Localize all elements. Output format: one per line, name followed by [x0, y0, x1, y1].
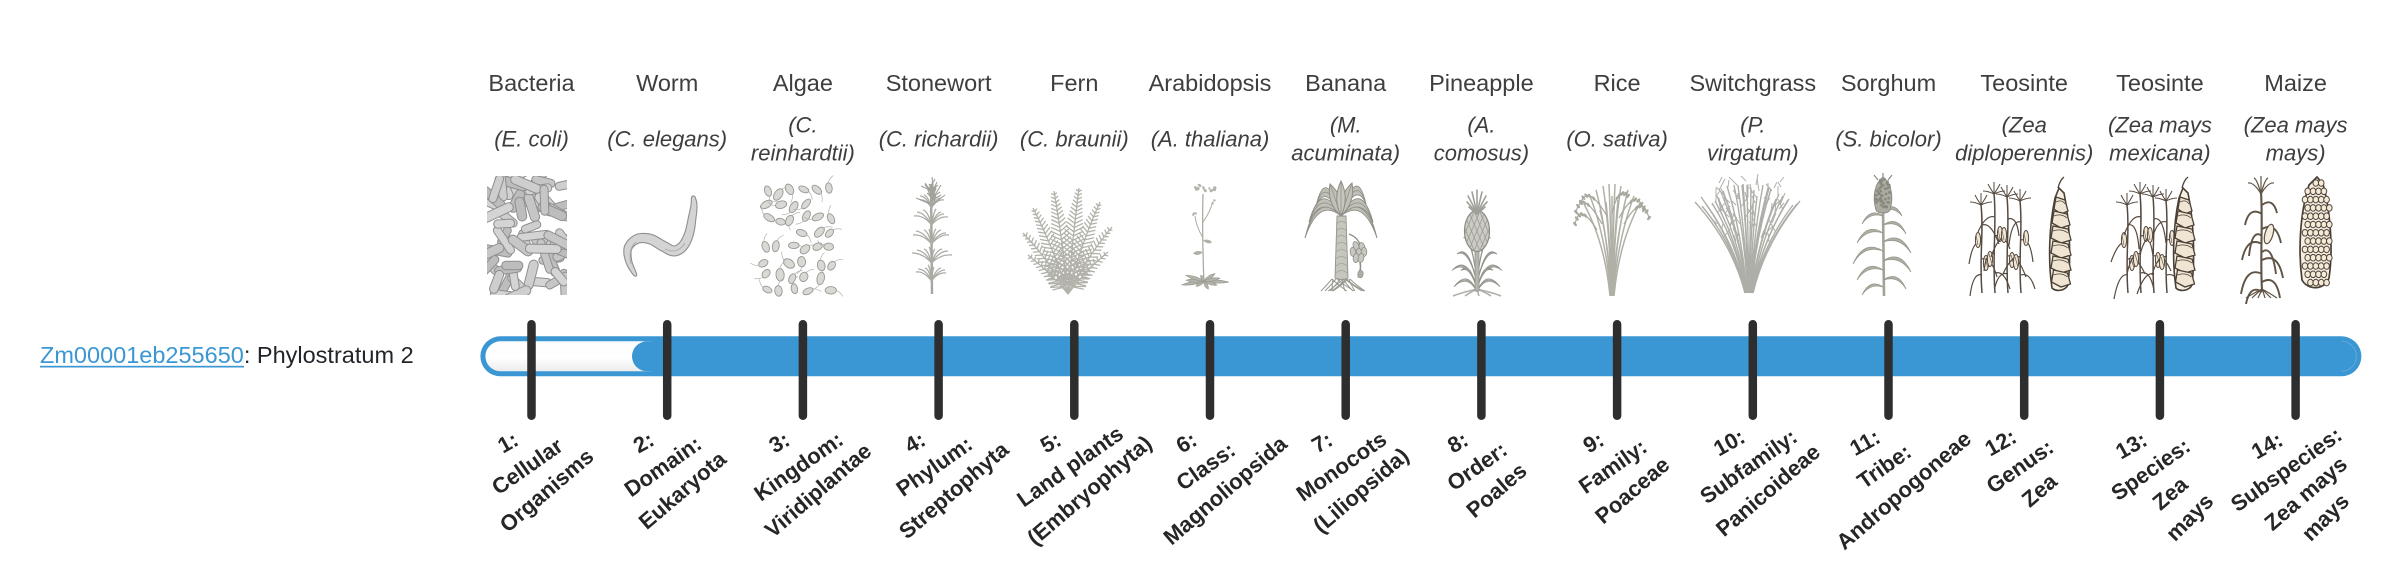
svg-text:3:: 3:	[765, 427, 794, 458]
svg-text:(E. coli): (E. coli)	[494, 127, 569, 152]
svg-text:reinhardtii): reinhardtii)	[751, 141, 855, 166]
svg-text:Switchgrass: Switchgrass	[1689, 70, 1816, 96]
svg-text:(C. braunii): (C. braunii)	[1020, 127, 1129, 152]
svg-text:Rice: Rice	[1594, 70, 1641, 96]
svg-text:Algae: Algae	[773, 70, 833, 96]
svg-text:(Zea mays: (Zea mays	[2244, 112, 2348, 137]
svg-text:comosus): comosus)	[1434, 141, 1529, 166]
svg-text:Pineapple: Pineapple	[1429, 70, 1534, 96]
svg-text:1:: 1:	[493, 427, 522, 458]
svg-text:5:: 5:	[1036, 427, 1065, 458]
svg-text:6:: 6:	[1172, 427, 1201, 458]
svg-text:(S. bicolor): (S. bicolor)	[1835, 127, 1941, 152]
svg-text:virgatum): virgatum)	[1707, 141, 1799, 166]
svg-text:(Zea mays: (Zea mays	[2108, 112, 2212, 137]
svg-text:Stonewort: Stonewort	[886, 70, 992, 96]
svg-text:(M.: (M.	[1330, 112, 1362, 137]
svg-text:8:: 8:	[1443, 427, 1472, 458]
svg-text:Banana: Banana	[1305, 70, 1387, 96]
svg-text:acuminata): acuminata)	[1291, 141, 1400, 166]
svg-text:Maize: Maize	[2264, 70, 2327, 96]
svg-text:Fern: Fern	[1050, 70, 1098, 96]
svg-text:Teosinte: Teosinte	[2116, 70, 2204, 96]
svg-text:Teosinte: Teosinte	[1980, 70, 2068, 96]
svg-text:Arabidopsis: Arabidopsis	[1149, 70, 1272, 96]
svg-text:(O. sativa): (O. sativa)	[1566, 127, 1667, 152]
svg-text:mexicana): mexicana)	[2109, 141, 2210, 166]
svg-text:(C. richardii): (C. richardii)	[879, 127, 999, 152]
svg-text:Sorghum: Sorghum	[1841, 70, 1936, 96]
svg-text:2:: 2:	[629, 427, 658, 458]
svg-text:9:: 9:	[1579, 427, 1608, 458]
svg-text:(Zea: (Zea	[2002, 112, 2047, 137]
svg-text:mays): mays)	[2266, 141, 2326, 166]
svg-text:7:: 7:	[1307, 427, 1336, 458]
svg-text:(C. elegans): (C. elegans)	[607, 127, 727, 152]
svg-text:(C.: (C.	[788, 112, 817, 137]
svg-text:(A. thaliana): (A. thaliana)	[1151, 127, 1270, 152]
svg-text:Bacteria: Bacteria	[488, 70, 575, 96]
svg-text:(A.: (A.	[1467, 112, 1495, 137]
svg-text:Worm: Worm	[636, 70, 698, 96]
svg-text:Zm00001eb255650: Phylostratum: Zm00001eb255650: Phylostratum 2	[40, 342, 414, 368]
svg-text:(P.: (P.	[1740, 112, 1765, 137]
svg-text:4:: 4:	[900, 427, 929, 458]
svg-text:diploperennis): diploperennis)	[1955, 141, 2093, 166]
